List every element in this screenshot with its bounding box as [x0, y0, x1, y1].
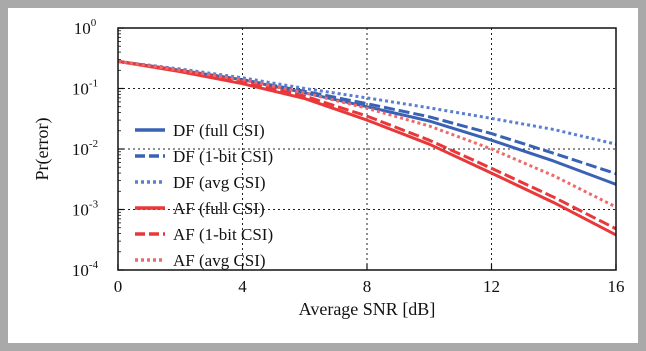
y-axis-label: Pr(error): [32, 118, 53, 181]
series-line-4: [117, 59, 617, 231]
x-tick-label: 4: [238, 277, 247, 296]
figure-panel: 0 4 8 12 16 100 10-1 10-2 10-3 10-4 Average SNR …: [8, 8, 638, 343]
y-tick-label: 100: [74, 17, 97, 38]
x-ticks: 0 4 8 12 16: [114, 264, 625, 296]
y-tick-label: 10-4: [72, 259, 99, 280]
series-line-2: [117, 59, 617, 146]
legend-label-0: DF (full CSI): [173, 121, 265, 140]
x-tick-label: 12: [483, 277, 500, 296]
legend-label-3: AF (full CSI): [173, 199, 265, 218]
legend-label-2: DF (avg CSI): [173, 173, 266, 192]
legend-label-1: DF (1-bit CSI): [173, 147, 273, 166]
legend: DF (full CSI) DF (1-bit CSI) DF (avg CSI) A…: [135, 121, 273, 270]
series-line-3: [117, 59, 617, 237]
y-tick-label: 10-3: [72, 199, 99, 220]
error-rate-chart: 0 4 8 12 16 100 10-1 10-2 10-3 10-4 Average SNR …: [32, 17, 625, 319]
y-tick-label: 10-1: [72, 78, 98, 99]
legend-label-4: AF (1-bit CSI): [173, 225, 273, 244]
x-tick-label: 8: [363, 277, 372, 296]
series-lines: [117, 59, 617, 237]
x-axis-label: Average SNR [dB]: [299, 299, 436, 319]
series-line-5: [117, 59, 617, 209]
x-tick-label: 0: [114, 277, 123, 296]
y-tick-label: 10-2: [72, 138, 98, 159]
x-tick-label: 16: [608, 277, 625, 296]
legend-label-5: AF (avg CSI): [173, 251, 266, 270]
y-ticks: 100 10-1 10-2 10-3 10-4: [72, 17, 124, 280]
